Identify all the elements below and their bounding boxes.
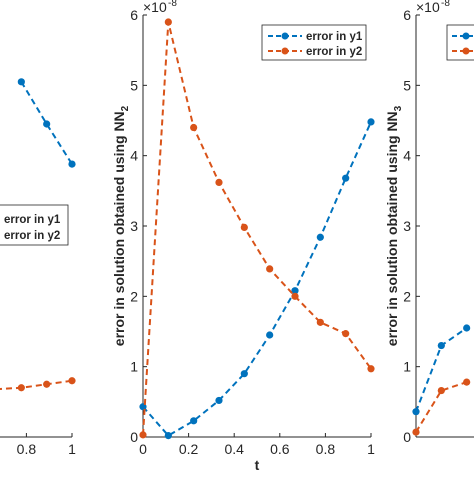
right-legend-marker-y1 <box>462 32 470 40</box>
series-line-2 <box>142 21 372 435</box>
data-point <box>412 428 420 436</box>
data-point <box>190 123 198 132</box>
data-point <box>266 331 274 339</box>
middle-y-ticks: 0 1 2 3 4 5 6 <box>130 7 147 445</box>
data-point <box>240 370 248 378</box>
right-panel: 0 1 2 3 4 5 6 ×10 -8 error in solution obtaine… <box>384 0 474 445</box>
y-tick-label: 5 <box>130 77 138 93</box>
data-point <box>17 78 25 86</box>
right-exponent-power: -8 <box>441 0 450 9</box>
y-tick-label: 0 <box>130 429 138 445</box>
data-point <box>437 341 445 350</box>
left-legend-label-y2: error in y2 <box>4 230 60 242</box>
y-tick-label: 5 <box>403 77 411 93</box>
y-tick-label: 3 <box>403 218 411 234</box>
series-line-1 <box>415 327 468 413</box>
middle-series <box>139 18 375 440</box>
middle-legend: error in y1 error in y2 <box>261 24 367 61</box>
y-tick-label: 4 <box>130 148 138 164</box>
x-tick-label: 0.6 <box>270 441 290 457</box>
y-tick-label: 6 <box>130 7 138 23</box>
left-x-ticks: 0.8 1 <box>17 433 76 457</box>
middle-y-axis-label: error in solution obtained using NN2 <box>111 105 131 346</box>
left-legend: error in y1 error in y2 <box>0 204 69 246</box>
data-point <box>367 118 375 126</box>
y-tick-label: 3 <box>130 218 138 234</box>
series-line-2 <box>0 379 73 390</box>
x-tick-label: 1 <box>367 441 375 457</box>
data-point <box>68 160 76 168</box>
left-series <box>0 78 76 392</box>
data-point <box>215 396 223 405</box>
legend-marker-y1 <box>281 32 289 40</box>
data-point <box>463 378 471 386</box>
data-point <box>43 380 51 388</box>
middle-x-axis-label: t <box>255 457 260 473</box>
data-point <box>367 365 375 373</box>
middle-panel: 0 0.2 0.4 0.6 0.8 1 0 1 2 3 4 5 6 ×10 -8 error in s… <box>111 0 375 473</box>
x-tick-label: 0.2 <box>179 441 199 457</box>
data-point <box>342 174 350 182</box>
right-series <box>412 324 471 436</box>
x-tick-label: 1 <box>68 441 76 457</box>
right-legend <box>446 24 474 61</box>
middle-exponent-base: ×10 <box>143 0 167 15</box>
data-point <box>139 403 147 411</box>
data-point <box>139 431 147 439</box>
series-line-1 <box>20 81 73 165</box>
data-point <box>463 324 471 332</box>
series-line-1 <box>142 121 372 437</box>
x-tick-label: 0.8 <box>316 441 336 457</box>
right-legend-marker-y2 <box>462 47 470 55</box>
x-tick-label: 0.4 <box>224 441 244 457</box>
x-tick-label: 0.8 <box>17 441 37 457</box>
y-tick-label: 1 <box>130 359 138 375</box>
data-point <box>437 386 445 395</box>
right-exponent-base: ×10 <box>416 0 440 15</box>
left-legend-box <box>0 204 69 246</box>
left-legend-label-y1: error in y1 <box>4 214 61 226</box>
data-point <box>240 223 248 232</box>
middle-legend-label-y1: error in y1 <box>306 31 363 43</box>
data-point <box>316 318 324 326</box>
legend-marker-y2 <box>281 47 289 55</box>
y-tick-label: 6 <box>403 7 411 23</box>
data-point <box>215 178 223 186</box>
data-point <box>164 18 172 26</box>
middle-legend-box <box>261 24 367 61</box>
data-point <box>43 120 51 128</box>
data-point <box>68 377 76 385</box>
y-tick-label: 0 <box>403 429 411 445</box>
y-tick-label: 2 <box>403 288 411 304</box>
y-tick-label: 1 <box>403 359 411 375</box>
middle-exponent-power: -8 <box>168 0 177 9</box>
left-panel: 0.8 1 error in y1 error in y2 <box>0 78 76 457</box>
data-point <box>190 417 198 425</box>
data-point <box>291 292 299 300</box>
right-legend-box <box>446 24 474 61</box>
middle-legend-label-y2: error in y2 <box>306 46 362 58</box>
data-point <box>342 330 350 338</box>
data-point <box>164 431 172 440</box>
y-tick-label: 4 <box>403 148 411 164</box>
data-point <box>266 265 274 273</box>
data-point <box>291 287 299 295</box>
data-point <box>17 384 25 392</box>
x-tick-label: 0 <box>139 441 147 457</box>
right-y-ticks: 0 1 2 3 4 5 6 <box>403 7 420 445</box>
data-point <box>412 408 420 416</box>
right-y-axis-label: error in solution obtained using NN3 <box>384 105 404 346</box>
data-point <box>316 233 324 241</box>
y-tick-label: 2 <box>130 288 138 304</box>
